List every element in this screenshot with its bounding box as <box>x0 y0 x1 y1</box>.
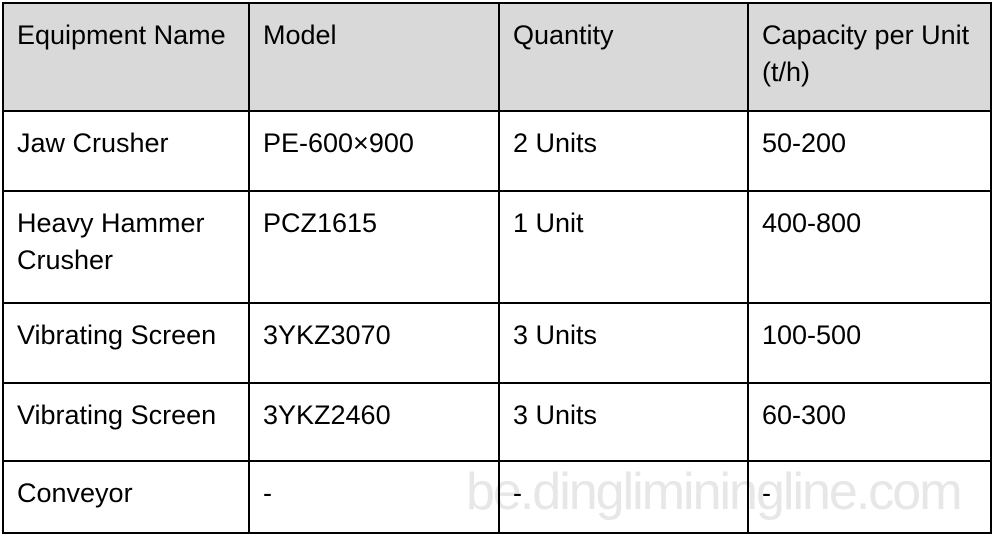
cell-quantity: 3 Units <box>498 302 749 384</box>
table-row: Conveyor - - - <box>2 460 992 534</box>
cell-quantity: 3 Units <box>498 382 749 462</box>
cell-capacity: 60-300 <box>747 382 992 462</box>
column-header-equipment-name: Equipment Name <box>2 2 250 112</box>
table-header-row: Equipment Name Model Quantity Capacity p… <box>2 2 992 112</box>
cell-model: PCZ1615 <box>248 190 500 304</box>
cell-equipment-name: Conveyor <box>2 460 250 534</box>
cell-model: 3YKZ2460 <box>248 382 500 462</box>
cell-model: PE-600×900 <box>248 110 500 192</box>
cell-equipment-name: Heavy Hammer Crusher <box>2 190 250 304</box>
cell-equipment-name: Jaw Crusher <box>2 110 250 192</box>
cell-capacity: 400-800 <box>747 190 992 304</box>
column-header-quantity: Quantity <box>498 2 749 112</box>
cell-capacity: 100-500 <box>747 302 992 384</box>
cell-equipment-name: Vibrating Screen <box>2 302 250 384</box>
cell-model: - <box>248 460 500 534</box>
equipment-spec-table: Equipment Name Model Quantity Capacity p… <box>2 2 992 534</box>
cell-capacity: 50-200 <box>747 110 992 192</box>
column-header-model: Model <box>248 2 500 112</box>
table-row: Vibrating Screen 3YKZ2460 3 Units 60-300 <box>2 382 992 462</box>
table-row: Heavy Hammer Crusher PCZ1615 1 Unit 400-… <box>2 190 992 304</box>
cell-capacity: - <box>747 460 992 534</box>
table-row: Jaw Crusher PE-600×900 2 Units 50-200 <box>2 110 992 192</box>
column-header-capacity: Capacity per Unit (t/h) <box>747 2 992 112</box>
table-row: Vibrating Screen 3YKZ3070 3 Units 100-50… <box>2 302 992 384</box>
cell-equipment-name: Vibrating Screen <box>2 382 250 462</box>
cell-quantity: - <box>498 460 749 534</box>
cell-model: 3YKZ3070 <box>248 302 500 384</box>
cell-quantity: 2 Units <box>498 110 749 192</box>
cell-quantity: 1 Unit <box>498 190 749 304</box>
